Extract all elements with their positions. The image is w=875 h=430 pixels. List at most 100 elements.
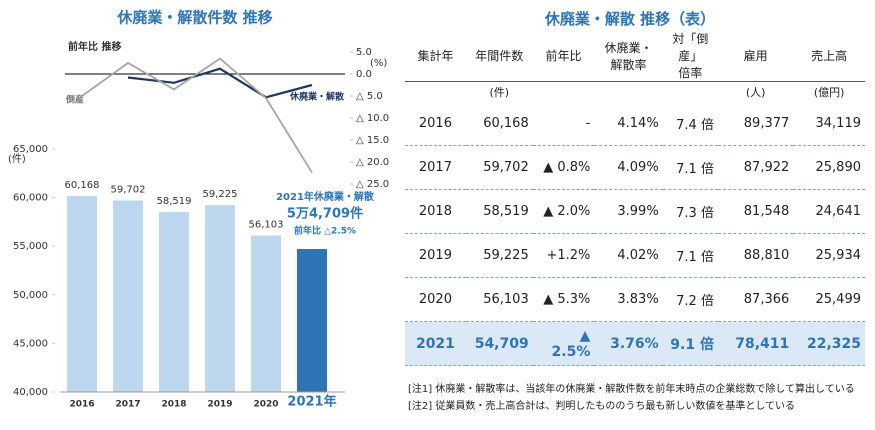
- cell: 3.99%: [594, 189, 663, 234]
- table-row: 2017 59,702 ▲ 0.8% 4.09% 7.1 倍 87,922 25,890: [405, 145, 865, 190]
- cell: 7.4 倍: [662, 102, 718, 146]
- cell: [594, 82, 662, 103]
- column-header: 前年比: [532, 30, 595, 82]
- table-row: 2021 54,709 ▲ 2.5% 3.76% 9.1 倍 78,411 22,325: [405, 321, 865, 366]
- cell: 56,103: [465, 277, 533, 322]
- cell: 3.76%: [594, 321, 663, 366]
- cell: 7.2 倍: [662, 277, 718, 322]
- bar: [205, 205, 235, 392]
- cell: 2020: [405, 277, 466, 322]
- table-row: 2019 59,225 +1.2% 4.02% 7.1 倍 88,810 25,934: [405, 233, 865, 278]
- bar: [113, 200, 143, 392]
- cell: 7.1 倍: [662, 145, 718, 190]
- y-tick-label: △ 5.0: [356, 91, 383, 102]
- cell: [405, 82, 466, 103]
- column-header: 集計年: [405, 30, 466, 82]
- series-label: 倒産: [65, 94, 84, 106]
- table-title: 休廃業・解散 推移（表）: [544, 10, 716, 28]
- value-label: 56,103: [249, 219, 284, 230]
- cell: 81,548: [717, 189, 794, 234]
- x-tick-label: 2020: [253, 400, 278, 410]
- cell: 78,411: [717, 321, 794, 366]
- cell: 24,641: [793, 189, 865, 234]
- cell: 59,225: [465, 233, 533, 278]
- annotation: 5万4,709件: [287, 206, 363, 222]
- cell: 9.1 倍: [662, 321, 718, 366]
- y-tick-label: 65,000: [13, 144, 48, 155]
- y-tick-label: △ 10.0: [356, 113, 389, 124]
- y-axis-label: (%): [370, 58, 387, 69]
- y-axis-label: (件): [8, 153, 26, 165]
- cell: 3.83%: [594, 277, 663, 322]
- y-tick-label: 0.0: [356, 69, 372, 80]
- note: [注2] 従業員数・売上高合計は、判明したもののうち最も新しい数値を基準としてい…: [408, 401, 796, 412]
- y-tick-label: △ 15.0: [356, 135, 389, 146]
- column-header: 売上高: [793, 30, 865, 82]
- chart-title: 休廃業・解散件数 推移: [116, 9, 272, 27]
- column-header: 休廃業・ 解散率: [594, 30, 663, 82]
- cell: 2018: [405, 189, 466, 234]
- header-row: 集計年 年間件数 前年比 休廃業・ 解散率 対「倒産」 倍率 雇用 売上高: [405, 30, 865, 82]
- annotation: 2021年休廃業・解散: [276, 190, 375, 203]
- table: 集計年 年間件数 前年比 休廃業・ 解散率 対「倒産」 倍率 雇用 売上高 (件) (人) (億円…: [405, 30, 865, 366]
- x-tick-label: 2019: [207, 400, 232, 410]
- cell: 25,934: [793, 233, 865, 278]
- table-row: 2016 60,168-4.14% 7.4 倍 89,377 34,119: [405, 102, 865, 146]
- line-series: [127, 67, 313, 99]
- bar: [297, 249, 327, 392]
- y-tick-label: 40,000: [13, 387, 48, 398]
- value-label: 58,519: [157, 196, 192, 207]
- y-tick-label: 50,000: [13, 290, 48, 301]
- bar: [67, 195, 97, 392]
- value-label: 59,702: [111, 184, 146, 195]
- value-label: 59,225: [203, 189, 238, 200]
- line-series: [81, 57, 313, 174]
- cell: -: [532, 102, 595, 146]
- cell: 2016: [405, 102, 466, 146]
- unit-label: (人): [745, 86, 766, 99]
- value-label: 60,168: [65, 180, 100, 191]
- y-tick-label: 45,000: [13, 338, 48, 349]
- cell: 2017: [405, 145, 466, 190]
- cell: 2021: [405, 321, 466, 366]
- y-tick-label: △ 20.0: [356, 157, 389, 168]
- cell: 54,709: [465, 321, 533, 366]
- unit-label: (億円): [813, 86, 845, 99]
- cell: ▲ 5.3%: [532, 277, 595, 322]
- cell: 58,519: [465, 189, 533, 234]
- cell: ▲ 2.5%: [532, 321, 595, 366]
- bar: [159, 211, 189, 392]
- cell: 7.1 倍: [662, 233, 718, 278]
- cell: 25,890: [793, 145, 865, 190]
- series-label: 休廃業・解散: [289, 91, 345, 103]
- x-tick-label: 2017: [115, 400, 140, 410]
- x-tick-label: 2021年: [287, 394, 336, 410]
- cell: ▲ 2.0%: [532, 189, 595, 234]
- cell: 34,119: [793, 102, 865, 146]
- cell: 87,922: [717, 145, 794, 190]
- cell: 7.3 倍: [662, 189, 718, 234]
- cell: 87,366: [717, 277, 794, 322]
- y-tick-label: 60,000: [13, 193, 48, 204]
- unit-label: (件): [489, 86, 510, 99]
- cell: 25,499: [793, 277, 865, 322]
- y-tick-label: △ 25.0: [356, 179, 389, 190]
- cell: 4.02%: [594, 233, 663, 278]
- cell: [663, 82, 718, 103]
- chart: 休廃業・解散件数 推移 前年比 推移 (%) (件) 5.0 0.0 △ 5.0 △ …: [8, 9, 389, 410]
- bar: [251, 235, 281, 392]
- cell: ▲ 0.8%: [532, 145, 595, 190]
- cell: 89,377: [717, 102, 794, 146]
- chart-subtitle: 前年比 推移: [68, 40, 121, 53]
- unit-row: (件) (人) (億円): [405, 82, 865, 103]
- cell: [533, 82, 595, 103]
- table-row: 2020 56,103 ▲ 5.3% 3.83% 7.2 倍 87,366 25,499: [405, 277, 865, 322]
- table-row: 2018 58,519 ▲ 2.0% 3.99% 7.3 倍 81,548 24,641: [405, 189, 865, 234]
- cell: 4.14%: [594, 102, 663, 146]
- annotation: 前年比 △2.5%: [294, 225, 356, 237]
- column-header: 年間件数: [465, 30, 533, 82]
- cell: 22,325: [793, 321, 865, 366]
- cell: 60,168: [465, 102, 533, 146]
- cell: 88,810: [717, 233, 794, 278]
